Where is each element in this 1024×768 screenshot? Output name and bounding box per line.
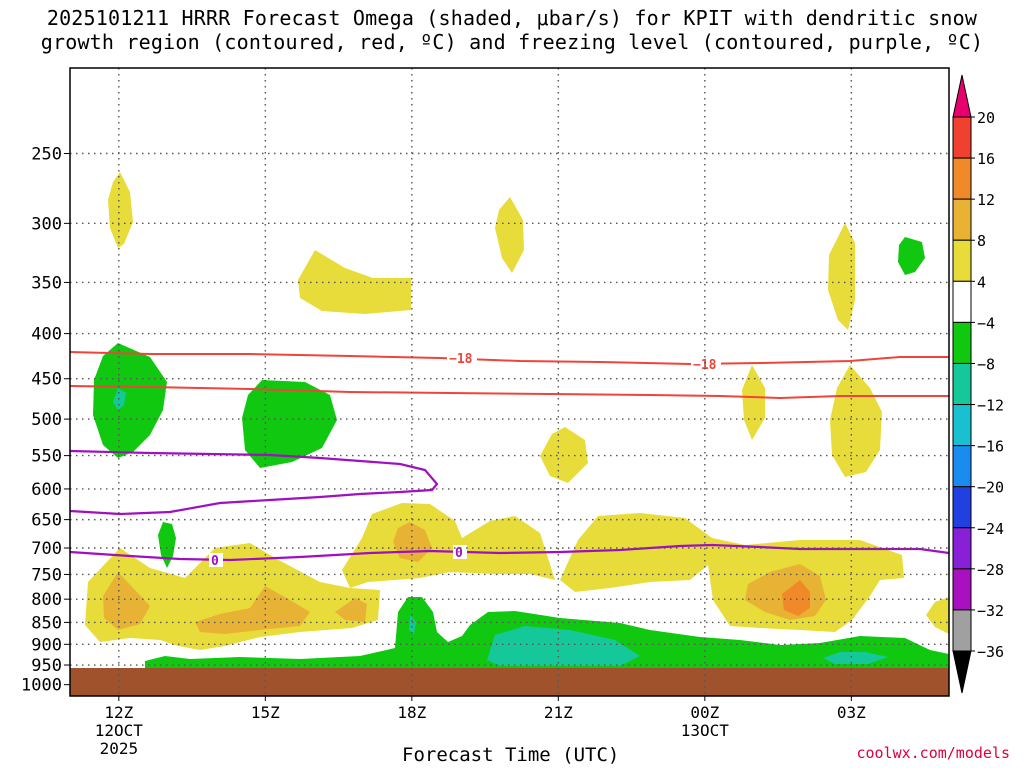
y-tick-label: 350 bbox=[31, 273, 62, 293]
omega-region-yellow-3 bbox=[495, 197, 524, 273]
colorbar-segment bbox=[952, 404, 972, 447]
colorbar-segment bbox=[952, 362, 972, 406]
omega-region-yellow-1 bbox=[108, 172, 133, 248]
omega-region-yellow-4 bbox=[828, 223, 855, 330]
x-tick-sublabel-date: 13OCT bbox=[681, 721, 730, 740]
x-tick-sublabel-year: 2025 bbox=[100, 739, 139, 758]
colorbar-segment bbox=[952, 568, 972, 611]
chart-title-line1: 2025101211 HRRR Forecast Omega (shaded, … bbox=[46, 6, 978, 30]
x-tick-label: 18Z bbox=[397, 703, 426, 722]
y-tick-label: 800 bbox=[31, 590, 62, 610]
snow-growth-label-2: −18 bbox=[693, 358, 717, 373]
y-tick-label: 750 bbox=[31, 565, 62, 585]
y-tick-label: 300 bbox=[31, 214, 62, 234]
colorbar-segment bbox=[952, 486, 972, 529]
colorbar-segment bbox=[952, 239, 972, 282]
credit-text: coolwx.com/models bbox=[856, 744, 1010, 762]
omega-region-teal-2 bbox=[823, 652, 888, 664]
omega-region-yellow-low-1 bbox=[85, 543, 380, 650]
x-axis-label: Forecast Time (UTC) bbox=[402, 744, 620, 766]
snow-growth-label-1: −18 bbox=[449, 352, 473, 367]
colorbar-segment bbox=[952, 157, 972, 200]
x-tick-sublabel-date: 12OCT bbox=[95, 721, 144, 740]
omega-region-yellow-5 bbox=[742, 365, 765, 440]
omega-region-green-4 bbox=[898, 237, 925, 275]
colorbar-label: −20 bbox=[977, 479, 1004, 497]
omega-region-teal-1 bbox=[487, 626, 640, 666]
grid-lines bbox=[70, 68, 949, 696]
contour-labels: −18 −18 0 0 bbox=[209, 351, 721, 569]
colorbar-segment bbox=[952, 280, 972, 323]
plot-frame bbox=[69, 67, 950, 697]
omega-region-green-1 bbox=[93, 343, 167, 458]
colorbar-segment bbox=[952, 321, 972, 364]
y-tick-label: 450 bbox=[31, 370, 62, 390]
colorbar-segment bbox=[952, 445, 972, 488]
colorbar-segment bbox=[952, 527, 972, 570]
ground-layer bbox=[70, 668, 949, 696]
colorbar-segment bbox=[952, 116, 972, 159]
y-tick-label: 1000 bbox=[21, 676, 62, 696]
freezing-label-2: 0 bbox=[455, 546, 463, 561]
omega-region-yellow-7 bbox=[540, 427, 588, 483]
omega-region-orange-1 bbox=[103, 572, 150, 630]
colorbar-segment bbox=[952, 198, 972, 241]
y-tick-label: 700 bbox=[31, 539, 62, 559]
x-tick-label: 12Z bbox=[104, 703, 133, 722]
colorbar-segment bbox=[952, 609, 972, 652]
x-tick-label: 15Z bbox=[251, 703, 280, 722]
omega-region-yellow-2 bbox=[298, 250, 411, 314]
y-tick-label: 400 bbox=[31, 325, 62, 345]
freezing-label-1: 0 bbox=[211, 554, 219, 569]
omega-field bbox=[70, 172, 949, 696]
omega-region-yellow-6 bbox=[830, 365, 882, 477]
omega-region-darkorange-1 bbox=[782, 580, 810, 616]
colorbar-label: 8 bbox=[977, 232, 986, 250]
colorbar-bottom-arrow bbox=[952, 650, 972, 694]
omega-region-orange-3 bbox=[335, 598, 367, 622]
colorbar-label: 12 bbox=[977, 191, 995, 209]
colorbar-label: 16 bbox=[977, 150, 995, 168]
colorbar-label: −24 bbox=[977, 520, 1004, 538]
y-tick-label: 950 bbox=[31, 656, 62, 676]
colorbar-label: −12 bbox=[977, 397, 1004, 415]
y-tick-label: 850 bbox=[31, 613, 62, 633]
x-tick-label: 03Z bbox=[837, 703, 866, 722]
y-tick-label: 550 bbox=[31, 447, 62, 467]
x-tick-label: 21Z bbox=[544, 703, 573, 722]
colorbar-label: −4 bbox=[977, 314, 995, 332]
colorbar: 20 16 12 8 4 −4 −8 −12 −16 −20 −24 −28 −32 −36 bbox=[952, 74, 1004, 694]
colorbar-label: −16 bbox=[977, 438, 1004, 456]
snow-growth-contour-lower bbox=[70, 385, 949, 400]
y-axis: 2503003504004505005506006507007508008509… bbox=[21, 144, 70, 696]
omega-region-yellow-low-2 bbox=[342, 503, 555, 588]
y-tick-label: 600 bbox=[31, 480, 62, 500]
x-tick-label: 00Z bbox=[690, 703, 719, 722]
y-tick-label: 650 bbox=[31, 511, 62, 531]
y-tick-label: 900 bbox=[31, 635, 62, 655]
omega-region-teal-4 bbox=[409, 615, 416, 634]
y-tick-label: 500 bbox=[31, 410, 62, 430]
snow-growth-contour-upper bbox=[70, 351, 949, 366]
chart-title-line2: growth region (contoured, red, ºC) and f… bbox=[40, 30, 984, 54]
colorbar-label: −28 bbox=[977, 561, 1004, 579]
freezing-contour-upper bbox=[70, 449, 439, 516]
colorbar-label: −32 bbox=[977, 602, 1004, 620]
colorbar-label: −8 bbox=[977, 355, 995, 373]
y-tick-label: 250 bbox=[31, 144, 62, 164]
colorbar-label: 20 bbox=[977, 109, 995, 127]
omega-region-yellow-low-4 bbox=[926, 597, 949, 634]
colorbar-top-arrow bbox=[952, 74, 972, 118]
omega-region-green-3 bbox=[158, 522, 176, 568]
colorbar-label: 4 bbox=[977, 273, 986, 291]
colorbar-label: −36 bbox=[977, 643, 1004, 661]
